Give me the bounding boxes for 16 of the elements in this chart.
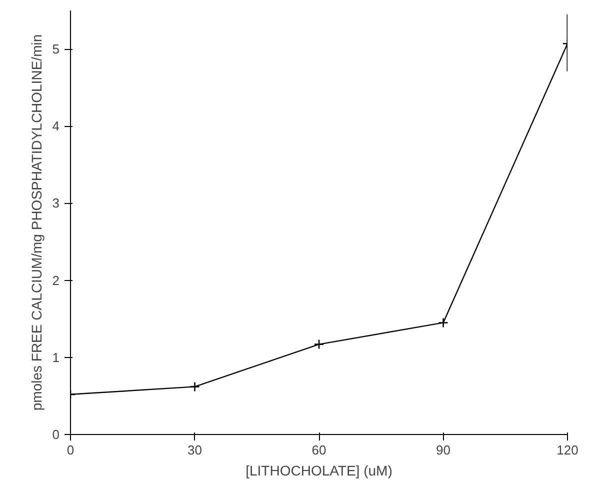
y-tick-label: 2: [52, 272, 60, 288]
y-tick-label: 1: [52, 350, 60, 365]
y-tick-label: 3: [52, 196, 60, 211]
x-tick-label: 30: [188, 442, 202, 458]
x-tick-label: 60: [312, 442, 326, 458]
y-tick-label: 5: [52, 42, 60, 57]
point: [190, 382, 200, 392]
y-tick-label: 0: [52, 427, 60, 442]
point: [314, 339, 324, 350]
y-axis-title: pmoles FREE CALCIUM/mg PHOSPHATIDYLCHOLINE/min: [28, 34, 44, 411]
x-tick-label: 120: [556, 442, 578, 458]
x-tick-label: 0: [66, 442, 74, 458]
x-tick-label: 90: [436, 442, 450, 458]
x-axis-title: [LITHOCHOLATE] (uM): [246, 462, 392, 478]
point: [438, 318, 448, 328]
y-tick-label: 4: [52, 118, 60, 134]
